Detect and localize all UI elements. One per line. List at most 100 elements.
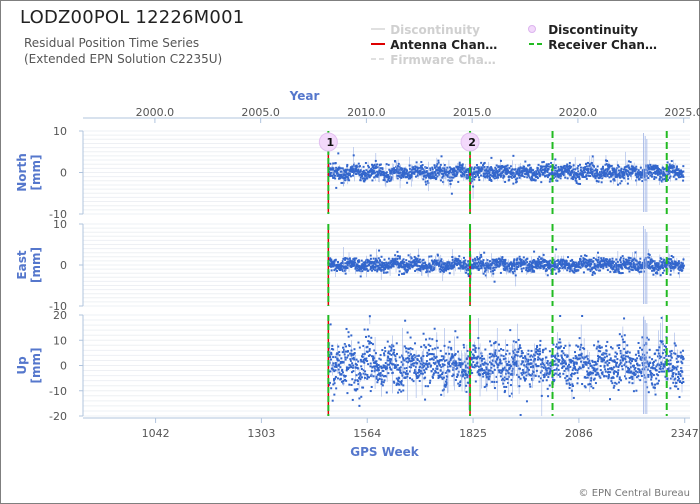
data-point: [676, 172, 679, 175]
data-point: [592, 257, 595, 260]
data-point: [465, 169, 468, 172]
data-point: [637, 265, 640, 268]
data-point: [652, 165, 655, 168]
data-point: [412, 166, 415, 169]
data-point: [488, 168, 491, 171]
data-point: [609, 270, 612, 273]
data-point: [472, 344, 475, 347]
data-point: [386, 363, 389, 366]
data-point: [444, 380, 447, 383]
data-point: [484, 269, 487, 272]
data-point: [499, 271, 502, 274]
data-point: [414, 368, 417, 371]
data-point: [552, 171, 555, 174]
data-point: [487, 175, 490, 178]
data-point: [675, 168, 678, 171]
data-point: [493, 174, 496, 177]
data-point: [367, 340, 370, 343]
data-point: [428, 270, 431, 273]
data-point: [362, 344, 365, 347]
data-point: [483, 270, 486, 273]
data-point: [422, 178, 425, 181]
data-point: [466, 381, 469, 384]
data-point: [401, 374, 404, 377]
data-point: [455, 258, 458, 261]
data-point: [631, 171, 634, 174]
data-point: [576, 264, 579, 267]
data-point: [361, 177, 364, 180]
data-point: [428, 381, 431, 384]
data-point: [465, 384, 468, 387]
data-point: [350, 334, 353, 337]
data-point: [641, 266, 644, 269]
data-point: [445, 169, 448, 172]
data-point: [366, 360, 369, 363]
data-point: [529, 268, 532, 271]
data-point: [350, 352, 353, 355]
data-point: [337, 368, 340, 371]
chart-title: LODZ00POL 12226M001: [20, 7, 245, 28]
data-point: [363, 180, 366, 183]
data-point: [446, 261, 449, 264]
data-point: [641, 171, 644, 174]
data-point: [526, 266, 529, 269]
data-point: [467, 272, 470, 275]
data-point: [399, 171, 402, 174]
data-point: [351, 366, 354, 369]
legend-item-firmware-change[interactable]: Firmware Cha…: [370, 53, 496, 67]
data-point: [422, 362, 425, 365]
data-point: [481, 260, 484, 263]
data-point: [608, 172, 611, 175]
legend-item-receiver-change[interactable]: Receiver Chan…: [528, 38, 657, 52]
data-point: [636, 173, 639, 176]
data-point: [473, 356, 476, 359]
data-point: [669, 170, 672, 173]
data-point: [338, 267, 341, 270]
data-point: [546, 165, 549, 168]
data-point: [341, 260, 344, 263]
data-point: [475, 265, 478, 268]
legend-item-antenna-change[interactable]: Antenna Chan…: [370, 38, 497, 52]
data-point: [383, 172, 386, 175]
data-point: [446, 171, 449, 174]
data-point: [416, 362, 419, 365]
legend-item-discontinuity-circle[interactable]: Discontinuity: [528, 23, 638, 37]
data-point: [379, 163, 382, 166]
data-point: [620, 272, 623, 275]
legend-item-discontinuity-line[interactable]: Discontinuity: [370, 23, 480, 37]
data-point: [641, 261, 644, 264]
data-point: [423, 369, 426, 372]
data-point: [666, 173, 669, 176]
data-point: [439, 166, 442, 169]
data-point: [473, 366, 476, 369]
data-point: [606, 260, 609, 263]
data-point: [430, 370, 433, 373]
data-point: [452, 368, 455, 371]
data-point: [535, 170, 538, 173]
data-point: [623, 174, 626, 177]
data-point: [568, 164, 571, 167]
data-point: [372, 266, 375, 269]
data-point: [425, 362, 428, 365]
data-point: [331, 168, 334, 171]
data-point: [662, 170, 665, 173]
data-point: [432, 353, 435, 356]
data-point: [430, 265, 433, 268]
data-point: [353, 168, 356, 171]
data-point: [423, 172, 426, 175]
data-point: [484, 371, 487, 374]
data-point: [392, 259, 395, 262]
data-point: [429, 264, 432, 267]
data-point: [635, 263, 638, 266]
data-point: [348, 345, 351, 348]
data-point: [392, 352, 395, 355]
data-point: [533, 270, 536, 273]
data-point: [618, 272, 621, 275]
data-point: [343, 265, 346, 268]
data-point: [572, 264, 575, 267]
data-point: [373, 357, 376, 360]
data-point: [349, 352, 352, 355]
data-point: [437, 161, 440, 164]
data-point: [635, 259, 638, 262]
data-point: [344, 179, 347, 182]
